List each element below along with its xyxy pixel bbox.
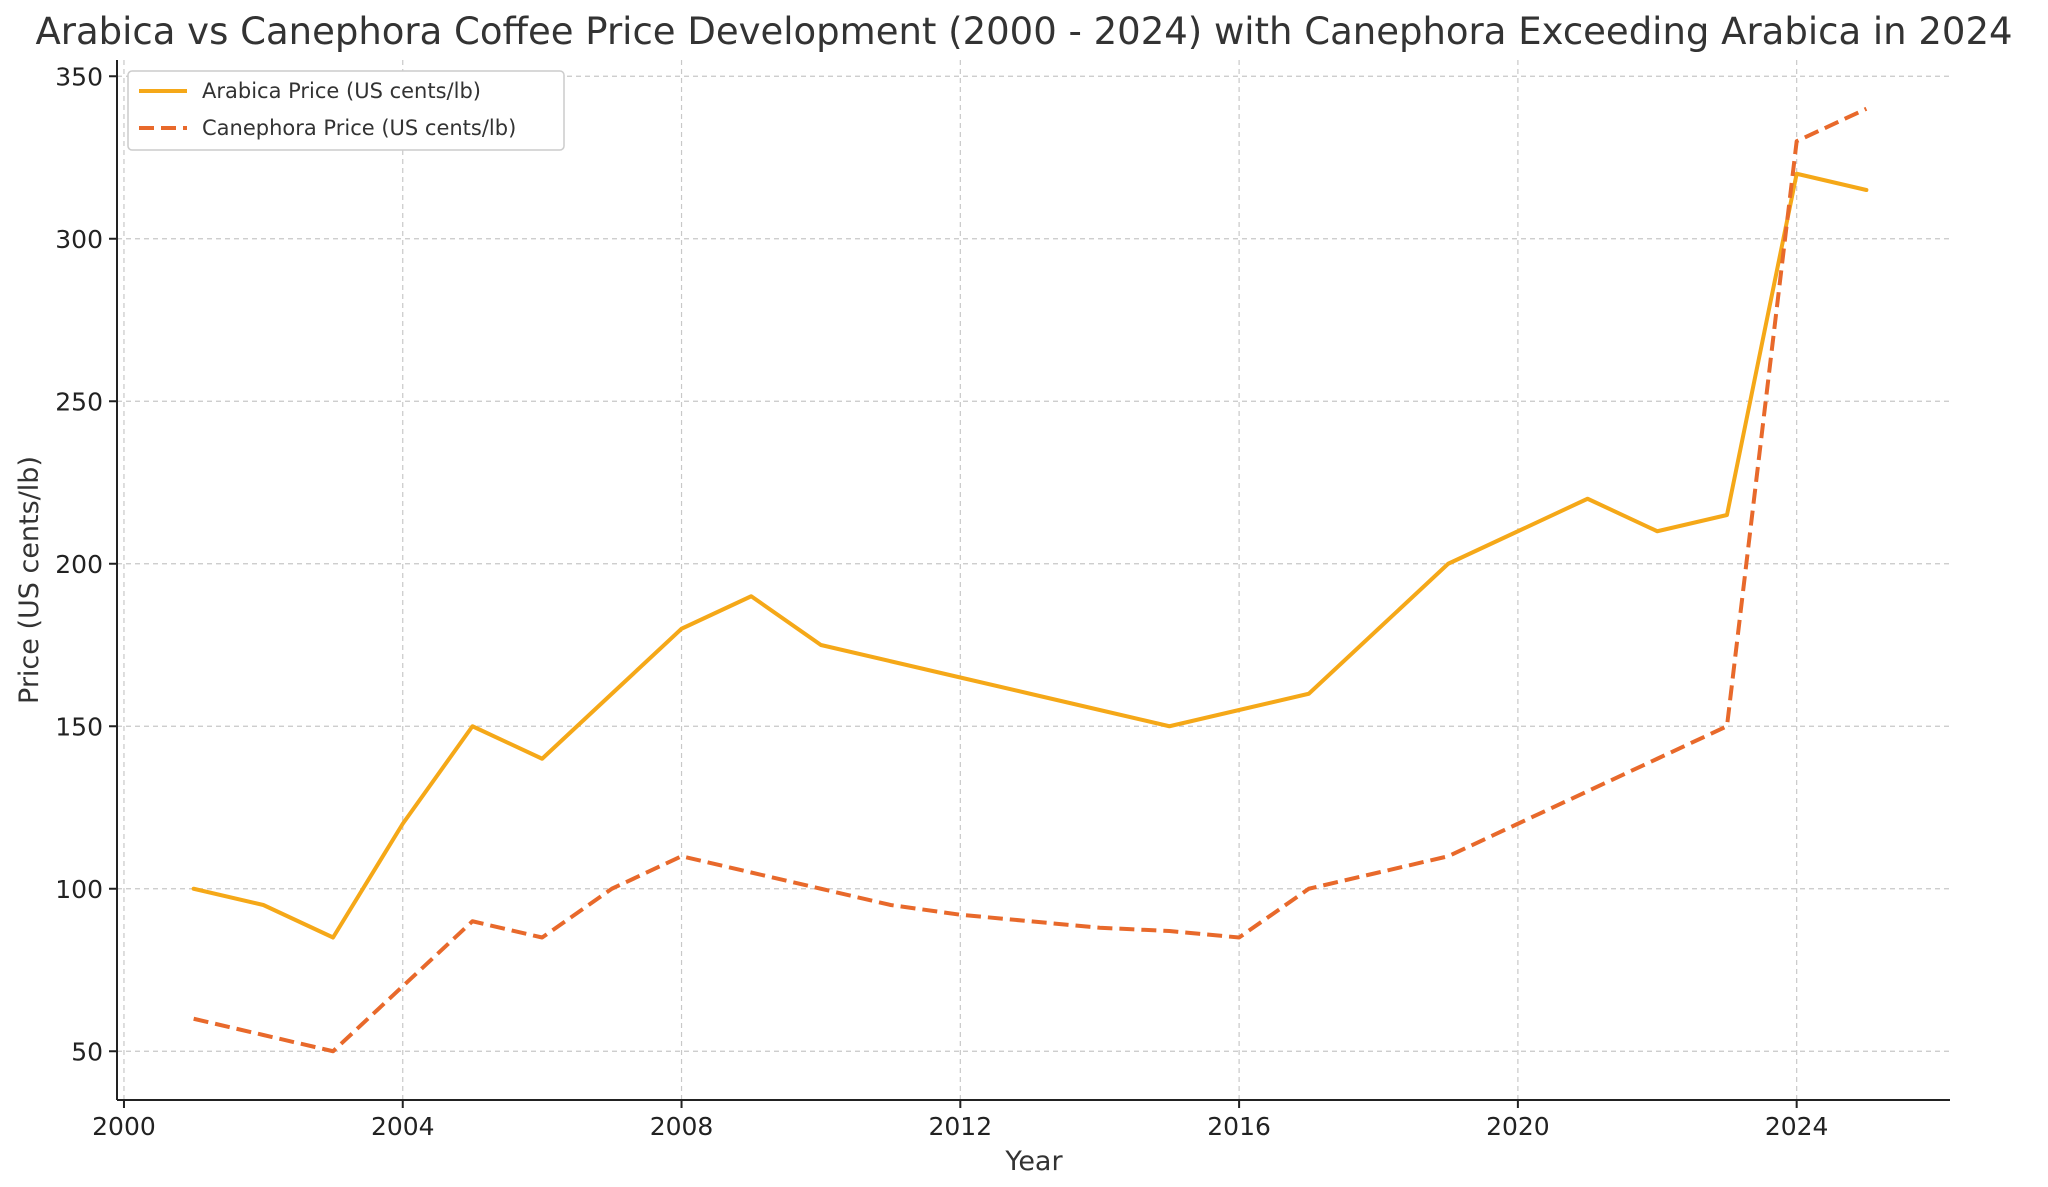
y-axis-label: Price (US cents/lb) [14,456,45,704]
series-line-canephora [193,106,1868,1054]
y-tick-label-100: 100 [55,875,103,904]
legend-label-arabica: Arabica Price (US cents/lb) [202,79,481,103]
y-tick-label-250: 250 [55,387,103,416]
x-tick-label-2016: 2016 [1207,1112,1271,1141]
y-tick-label-50: 50 [71,1037,103,1066]
axes [109,60,1950,1108]
x-axis-label: Year [1004,1146,1063,1177]
y-tick-label-150: 150 [55,712,103,741]
x-tick-label-2004: 2004 [371,1112,435,1141]
x-tick-label-2024: 2024 [1765,1112,1829,1141]
x-tick-label-2008: 2008 [650,1112,714,1141]
y-tick-label-200: 200 [55,550,103,579]
y-tick-label-350: 350 [55,62,103,91]
series-lines [191,106,1869,1054]
x-tick-label-2012: 2012 [929,1112,993,1141]
x-tick-label-2020: 2020 [1486,1112,1550,1141]
series-line-arabica [191,171,1869,940]
grid [117,60,1950,1100]
legend: Arabica Price (US cents/lb) Canephora Pri… [127,70,565,151]
x-tick-label-2000: 2000 [92,1112,156,1141]
legend-box [127,70,565,151]
tick-labels: 2000 2004 2008 2012 2016 2020 2024 50 100 150 200 2… [55,62,1828,1141]
legend-label-canephora: Canephora Price (US cents/lb) [202,116,516,140]
chart-title: Arabica vs Canephora Coffee Price Develo… [35,10,2012,53]
y-tick-label-300: 300 [55,225,103,254]
